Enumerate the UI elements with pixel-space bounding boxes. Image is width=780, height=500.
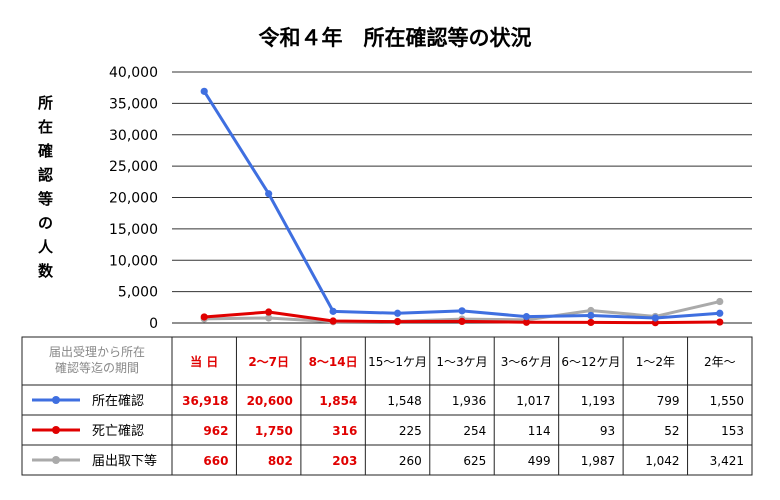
data-point [716,309,724,317]
series-line-1 [202,90,720,320]
data-point [716,318,724,326]
data-point [587,306,595,315]
table-cell: 1,548 [387,394,421,408]
table-header-label: 届出受理から所在 [49,345,145,359]
y-axis-ticks: 0 5,000 10,000 15,000 20,000 25,000 30,000 35,0… [109,65,158,332]
grid-lines [172,71,752,324]
y-tick-label: 0 [149,316,158,332]
table-cell: 802 [268,454,293,468]
data-point [329,317,337,325]
table-cell: 1,017 [516,394,550,408]
table-cell: 316 [332,424,357,438]
category-label: 1〜2年 [636,355,675,369]
y-axis-title: 所在確認等の人数 [37,94,54,280]
table-cell: 1,987 [581,454,615,468]
legend-marker [52,456,60,464]
table-cell: 114 [528,424,551,438]
table-cell: 660 [203,454,228,468]
table-cell: 499 [528,454,551,468]
table-cell: 36,918 [182,394,228,408]
data-point [329,307,337,315]
table-border [21,336,753,476]
data-point [393,317,402,326]
table-cell: 1,750 [255,424,293,438]
data-point [393,309,402,317]
category-label: 1〜3ケ月 [436,355,487,369]
table-cell: 1,042 [645,454,679,468]
y-tick-label: 25,000 [109,159,158,175]
data-point [200,87,208,95]
table-cell: 20,600 [247,394,293,408]
table-cell: 260 [399,454,422,468]
legend-label: 届出取下等 [92,453,157,469]
data-point [458,307,466,315]
data-point [522,313,531,321]
table-cell: 625 [463,454,486,468]
category-label: 8〜14日 [309,355,358,369]
legend-label: 所在確認 [92,393,144,409]
category-label: 3〜6ケ月 [501,355,552,369]
category-label: 当 日 [190,354,218,369]
series-lines [200,87,724,327]
y-tick-label: 15,000 [109,222,158,238]
data-point [458,317,466,326]
data-point [522,318,531,326]
table-cell: 203 [332,454,357,468]
table-cell: 52 [664,424,679,438]
table-cell: 93 [600,424,615,438]
table-cell: 1,193 [581,394,615,408]
y-tick-label: 5,000 [118,285,158,301]
table-cell: 225 [399,424,422,438]
category-label: 2〜7日 [248,355,289,369]
category-label: 2年〜 [704,355,736,369]
legend-marker [52,426,60,434]
y-tick-label: 35,000 [109,96,158,112]
table-cell: 153 [721,424,744,438]
y-axis-label: 所在確認等の人数 [37,94,54,280]
table-cell: 799 [657,394,680,408]
data-point [651,314,659,322]
y-tick-label: 10,000 [109,253,158,269]
data-point [587,311,595,320]
category-label: 15〜1ケ月 [368,355,427,369]
table-cell: 1,936 [452,394,486,408]
category-label: 6〜12ケ月 [561,355,620,369]
table-cell: 254 [463,424,486,438]
legend-label: 死亡確認 [92,423,144,439]
data-point [716,297,724,306]
y-tick-label: 40,000 [109,65,158,81]
data-point [265,308,273,316]
table-cell: 1,550 [710,394,744,408]
table-cell: 1,854 [319,394,357,408]
legend-marker [52,396,60,404]
table-header-label: 確認等迄の期間 [55,360,139,375]
data-point [587,318,595,327]
data-point [200,313,208,321]
y-tick-label: 30,000 [109,128,158,144]
chart-title: 令和４年 所在確認等の状況 [259,26,532,50]
data-point [265,190,273,198]
table-cell: 3,421 [710,454,744,468]
data-point [265,314,273,322]
table-cell: 962 [203,424,228,438]
y-tick-label: 20,000 [109,191,158,207]
